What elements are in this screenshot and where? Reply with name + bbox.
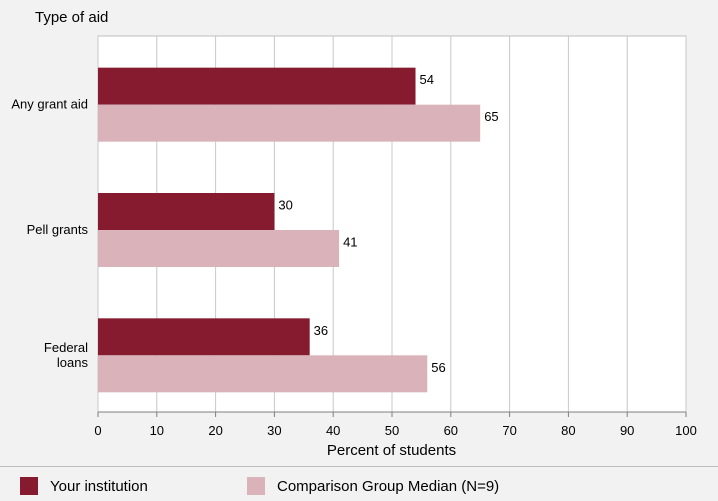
x-axis-title: Percent of students — [326, 442, 457, 459]
x-tick-label: 0 — [94, 423, 101, 438]
data-label: 54 — [420, 72, 434, 87]
bar-comparison-median — [98, 104, 481, 142]
data-label: 30 — [278, 198, 292, 213]
bar-your-institution — [98, 318, 310, 356]
x-tick-label: 80 — [561, 423, 575, 438]
x-tick-label: 70 — [502, 423, 516, 438]
y-axis-title: Type of aid — [35, 9, 109, 26]
data-label: 65 — [484, 109, 498, 124]
data-label: 56 — [431, 360, 445, 375]
legend-swatch-comparison-median — [247, 477, 265, 495]
data-label: 36 — [314, 323, 328, 338]
x-tick-label: 10 — [150, 423, 164, 438]
bar-comparison-median — [98, 230, 340, 267]
legend: Your institution Comparison Group Median… — [0, 466, 718, 501]
bar-your-institution — [98, 67, 416, 105]
x-tick-label: 50 — [385, 423, 399, 438]
plot-area: 0 10 20 30 40 50 60 70 80 90 100 54 65 Any grant aid 3… — [11, 35, 697, 438]
category-label: Pell grants — [27, 222, 89, 237]
category-label: Any grant aid — [11, 97, 88, 112]
bar-your-institution — [98, 193, 275, 230]
x-tick-label: 20 — [208, 423, 222, 438]
bar-comparison-median — [98, 355, 428, 393]
legend-item-comparison-median: Comparison Group Median (N=9) — [247, 477, 499, 495]
x-tick-label: 100 — [675, 423, 697, 438]
x-tick-label: 40 — [326, 423, 340, 438]
legend-item-your-institution: Your institution — [20, 477, 148, 495]
category-label: Federal loans — [44, 340, 89, 370]
data-label: 41 — [343, 235, 357, 250]
legend-label-comparison-median: Comparison Group Median (N=9) — [277, 477, 500, 495]
legend-label-your-institution: Your institution — [50, 477, 148, 495]
x-tick-label: 60 — [444, 423, 458, 438]
legend-swatch-your-institution — [20, 477, 38, 495]
x-tick-label: 90 — [620, 423, 634, 438]
x-tick-label: 30 — [267, 423, 281, 438]
